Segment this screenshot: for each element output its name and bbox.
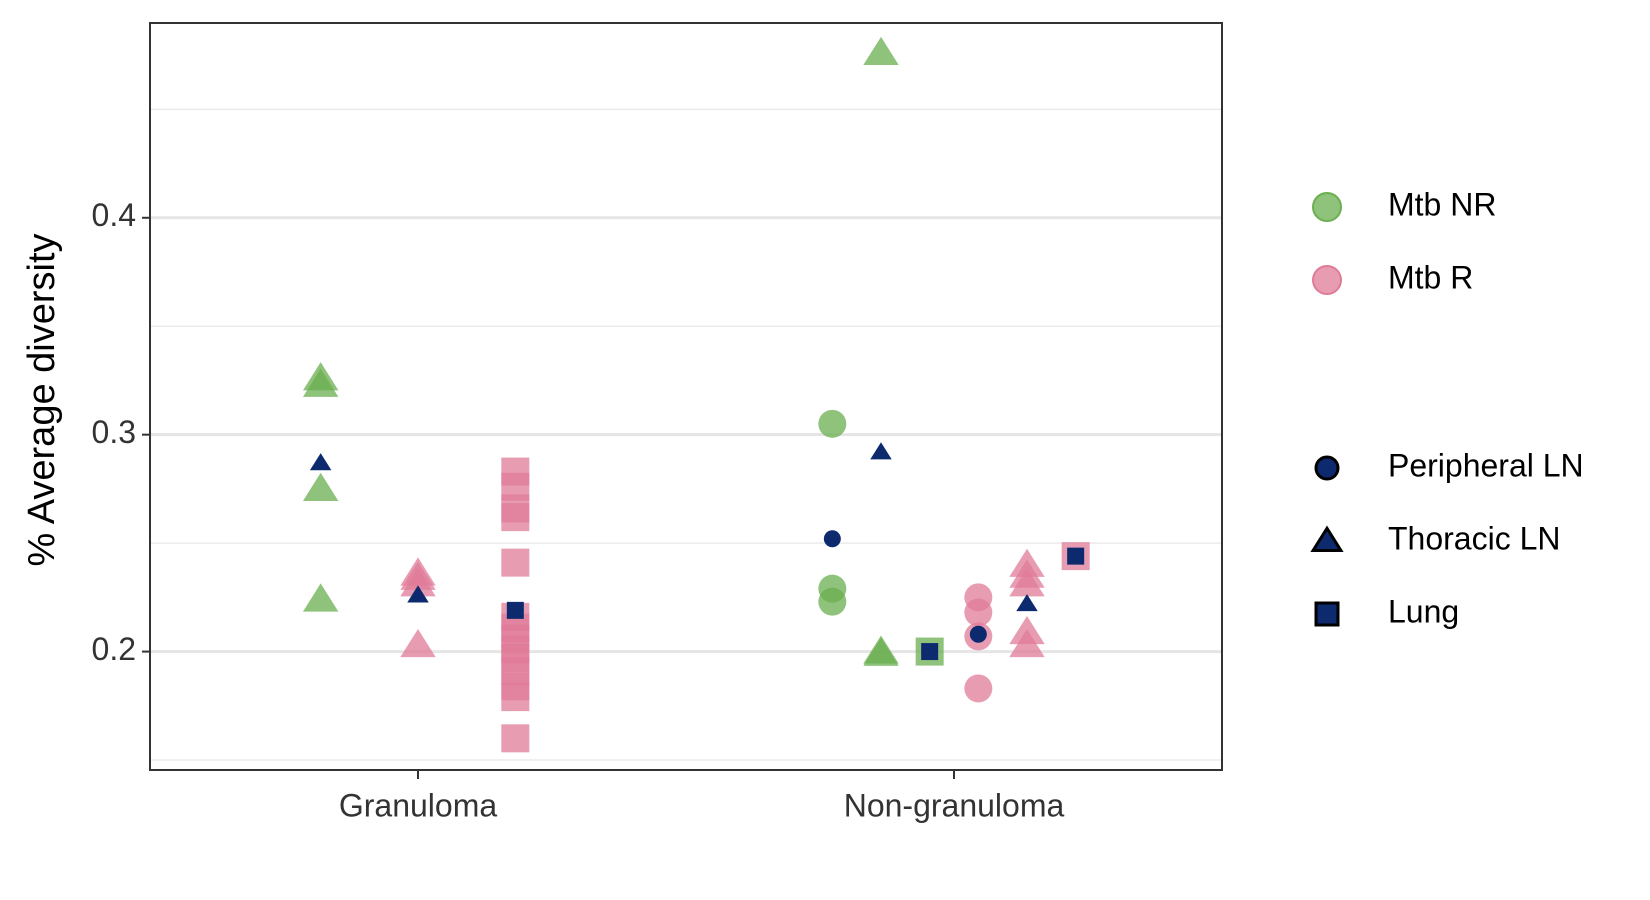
legend-key [1314,455,1340,481]
legend-key [1314,601,1340,627]
summary-point [1067,547,1085,565]
point [964,674,993,703]
legend-key [1312,192,1342,222]
legend-key [1310,525,1344,552]
point [863,637,899,666]
summary-point [407,585,429,603]
summary-point [870,442,892,460]
point [1009,628,1045,658]
point [501,724,530,753]
summary-point [921,643,939,661]
point [302,368,339,397]
y-tick-label: 0.2 [92,631,136,667]
point [400,628,436,658]
y-tick-label: 0.4 [92,197,136,233]
point [302,583,339,612]
summary-point [309,453,332,471]
point [863,36,899,66]
summary-point [823,530,841,548]
point [302,472,339,501]
plot-border [149,22,1223,771]
summary-point [969,625,987,643]
x-tick-label: Non-granuloma [844,787,1065,823]
legend-label: Mtb NR [1388,186,1496,222]
summary-point [1016,594,1038,612]
point [964,598,993,627]
point [818,587,847,616]
x-tick-label: Granuloma [339,787,498,823]
y-axis-title: % Average diversity [21,233,63,566]
point [501,683,530,712]
legend-label: Thoracic LN [1388,520,1561,556]
point [400,568,436,597]
point [501,503,530,532]
summary-point [506,601,524,619]
point [501,548,530,577]
legend-label: Mtb R [1388,259,1473,295]
point [1009,568,1045,597]
legend-key [1312,265,1342,295]
legend-label: Lung [1388,593,1459,629]
y-tick-label: 0.3 [92,414,136,450]
legend-label: Peripheral LN [1388,447,1584,483]
point [818,409,847,438]
